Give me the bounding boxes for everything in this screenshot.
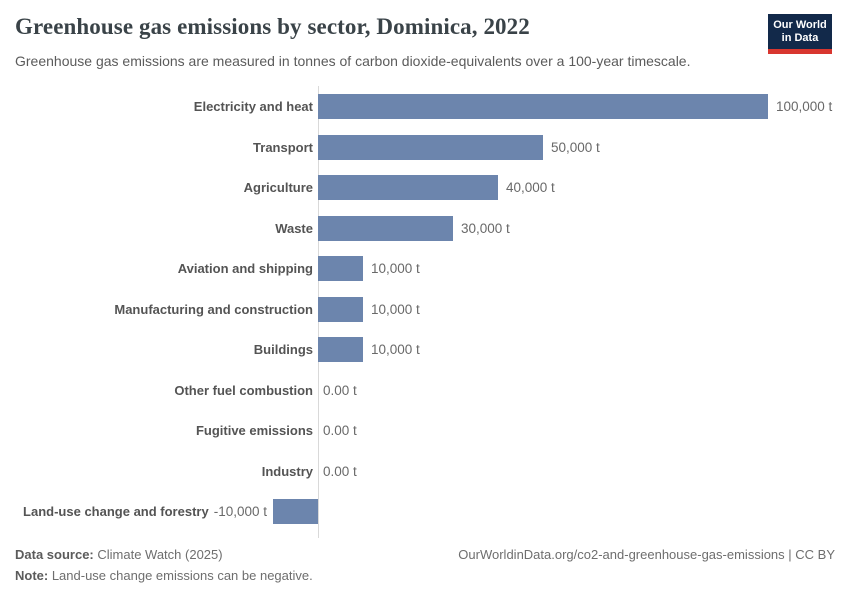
bar[interactable] <box>318 175 498 200</box>
category-label: Agriculture <box>243 180 313 195</box>
value-label: 10,000 t <box>371 302 420 317</box>
bar-row: Buildings 10,000 t <box>0 337 850 362</box>
value-label: -10,000 t <box>213 504 267 519</box>
category-label: Electricity and heat <box>193 99 313 114</box>
category-label: Other fuel combustion <box>174 383 313 398</box>
bar-row: Manufacturing and construction 10,000 t <box>0 297 850 322</box>
value-label: 50,000 t <box>551 140 600 155</box>
bar[interactable] <box>318 337 363 362</box>
owid-logo-line1: Our World <box>773 19 827 31</box>
owid-logo-line2: in Data <box>781 32 819 44</box>
category-label: Aviation and shipping <box>177 261 313 276</box>
value-label: 40,000 t <box>506 180 555 195</box>
negative-label-group: Land-use change and forestry -10,000 t <box>23 499 267 524</box>
bar[interactable] <box>318 256 363 281</box>
bar-row: Transport 50,000 t <box>0 135 850 160</box>
category-label: Transport <box>253 140 313 155</box>
category-label: Waste <box>275 221 313 236</box>
bar[interactable] <box>318 297 363 322</box>
bar[interactable] <box>318 94 768 119</box>
bar-row: Other fuel combustion 0.00 t <box>0 378 850 403</box>
value-label: 0.00 t <box>323 423 357 438</box>
owid-logo[interactable]: Our World in Data <box>768 14 832 54</box>
note-line: Note: Land-use change emissions can be n… <box>15 568 313 583</box>
bar[interactable] <box>318 216 453 241</box>
note-value: Land-use change emissions can be negativ… <box>48 568 313 583</box>
data-source-value: Climate Watch (2025) <box>93 547 223 562</box>
value-label: 10,000 t <box>371 342 420 357</box>
bar-row: Fugitive emissions 0.00 t <box>0 418 850 443</box>
bar-row: Electricity and heat 100,000 t <box>0 94 850 119</box>
bar-row: Aviation and shipping 10,000 t <box>0 256 850 281</box>
bar[interactable] <box>273 499 318 524</box>
category-label: Buildings <box>253 342 313 357</box>
bar-row: Industry 0.00 t <box>0 459 850 484</box>
value-label: 100,000 t <box>776 99 833 114</box>
value-label: 10,000 t <box>371 261 420 276</box>
category-label: Land-use change and forestry <box>23 504 209 519</box>
bar-row: Land-use change and forestry -10,000 t <box>0 499 850 524</box>
bar-row: Agriculture 40,000 t <box>0 175 850 200</box>
category-label: Industry <box>261 464 313 479</box>
note-label: Note: <box>15 568 49 583</box>
data-source-label: Data source: <box>15 547 94 562</box>
bar-row: Waste 30,000 t <box>0 216 850 241</box>
value-label: 0.00 t <box>323 383 357 398</box>
value-label: 30,000 t <box>461 221 510 236</box>
value-label: 0.00 t <box>323 464 357 479</box>
page-title: Greenhouse gas emissions by sector, Domi… <box>15 14 530 39</box>
category-label: Fugitive emissions <box>195 423 313 438</box>
chart-subtitle: Greenhouse gas emissions are measured in… <box>15 53 691 69</box>
owid-citation-link[interactable]: OurWorldinData.org/co2-and-greenhouse-ga… <box>458 547 835 562</box>
data-source-line: Data source: Climate Watch (2025) <box>15 547 223 562</box>
bar[interactable] <box>318 135 543 160</box>
category-label: Manufacturing and construction <box>114 302 313 317</box>
